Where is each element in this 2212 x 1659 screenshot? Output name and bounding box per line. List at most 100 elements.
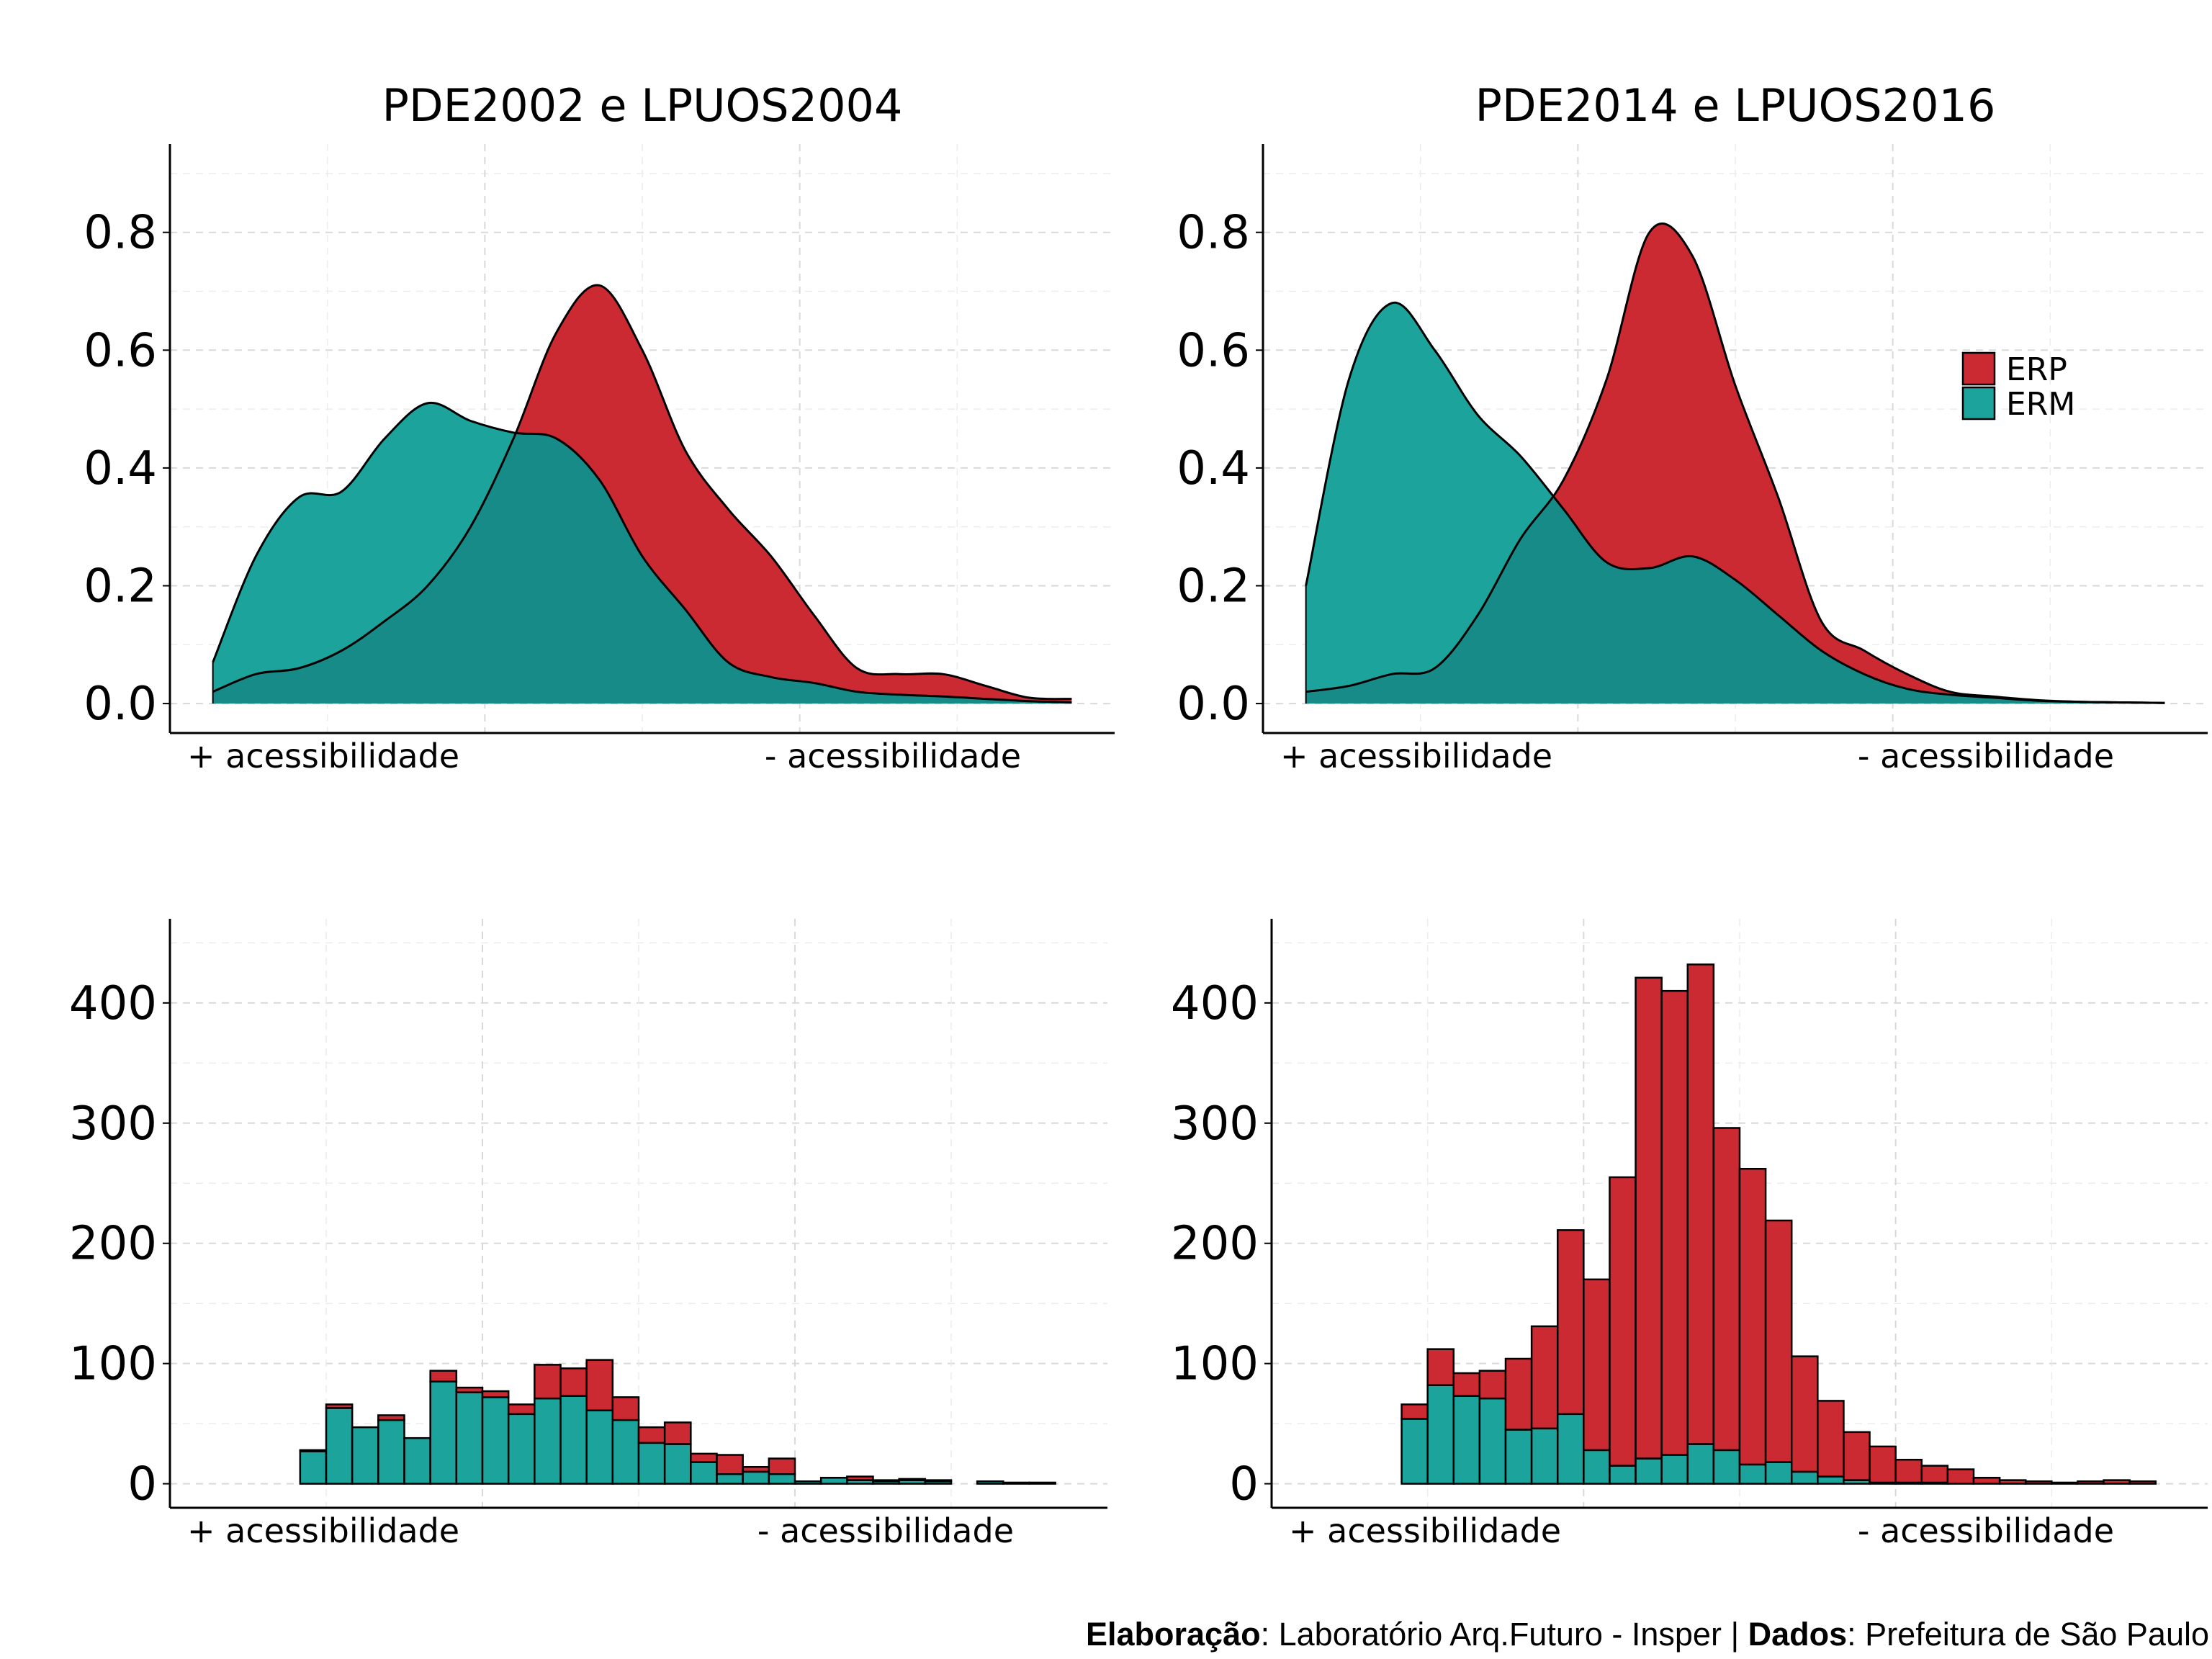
bottom-right-bar-erp-28 — [2128, 1480, 2157, 1485]
bottom-right-bar-erm-7 — [1583, 1449, 1611, 1485]
bottom-left-bar-erp-24 — [924, 1479, 953, 1483]
bottom-right-bar-erm-10 — [1660, 1454, 1689, 1485]
top-left-ytick-label: 0.8 — [84, 207, 157, 260]
bottom-right-bar-erp-7 — [1583, 1278, 1611, 1452]
bottom-right-bar-erp-0 — [1401, 1403, 1429, 1420]
legend-label-erm: ERM — [2006, 386, 2075, 423]
bottom-left-bar-erp-23 — [898, 1478, 927, 1481]
caption: Elaboração: Laboratório Arq.Futuro - Ins… — [1086, 1616, 2209, 1653]
bottom-right-bar-erp-6 — [1556, 1229, 1585, 1416]
bottom-right-panel: 0 100 200 300 400 + acessibilidade - acessibil… — [1171, 919, 2208, 1550]
top-right-area-overlap — [1305, 302, 2165, 704]
bottom-left-bar-erm-18 — [768, 1473, 796, 1485]
bottom-left-bar-erm-9 — [534, 1397, 562, 1485]
bottom-right-bar-erp-22 — [1972, 1477, 2001, 1485]
bottom-left-bar-erm-19 — [793, 1480, 822, 1485]
bottom-right-ytick-label: 300 — [1171, 1097, 1259, 1151]
bottom-right-bar-erp-5 — [1530, 1325, 1559, 1430]
bottom-right-bar-erm-3 — [1478, 1397, 1507, 1485]
bottom-left-bar-erm-20 — [819, 1477, 848, 1485]
bottom-left-ytick-label: 200 — [69, 1218, 157, 1271]
bottom-left-ytick-label: 300 — [69, 1097, 157, 1151]
bottom-left-bar-erp-18 — [768, 1457, 796, 1475]
top-left-xlabel-right: - acessibilidade — [765, 737, 1021, 775]
bottom-left-bar-erp-1 — [325, 1403, 354, 1409]
caption-label-dados: Dados — [1748, 1616, 1848, 1653]
bottom-right-bar-erm-14 — [1764, 1461, 1793, 1485]
top-left-panel: 0.0 0.2 0.4 0.6 0.8 PDE2002 e LPUOS2004 + aces… — [84, 79, 1115, 775]
bottom-left-bar-erm-4 — [403, 1437, 431, 1485]
bottom-right-bar-erp-26 — [2077, 1480, 2105, 1485]
top-left-xlabel-left: + acessibilidade — [187, 737, 459, 775]
bottom-right-bar-erm-11 — [1686, 1443, 1715, 1485]
bottom-left-xlabel-left: + acessibilidade — [187, 1511, 459, 1550]
bottom-right-bar-erm-1 — [1426, 1384, 1455, 1485]
bottom-right-bar-erp-13 — [1738, 1167, 1767, 1466]
bottom-left-bar-erm-0 — [299, 1450, 328, 1485]
bottom-right-ytick-label: 200 — [1171, 1218, 1259, 1271]
legend-label-erp: ERP — [2006, 351, 2067, 388]
bottom-right-bar-erm-2 — [1452, 1395, 1481, 1485]
bottom-right-bar-erp-19 — [1894, 1458, 1923, 1484]
bottom-left-bar-erp-22 — [872, 1479, 900, 1483]
bottom-left-bar-erm-1 — [325, 1407, 354, 1485]
bottom-right-bar-erp-23 — [1998, 1479, 2027, 1485]
top-right-ytick-label: 0.4 — [1177, 442, 1250, 495]
top-right-xlabel-left: + acessibilidade — [1280, 737, 1552, 775]
bottom-right-bar-erp-21 — [1946, 1468, 1975, 1485]
bottom-right-bar-erp-16 — [1817, 1400, 1845, 1478]
bottom-right-bar-erm-13 — [1738, 1463, 1767, 1485]
bottom-left-bar-erp-16 — [716, 1454, 744, 1475]
top-right-ytick-label: 0.6 — [1177, 324, 1250, 377]
bottom-right-ytick-label: 100 — [1171, 1338, 1259, 1391]
bottom-right-bar-erm-4 — [1504, 1429, 1533, 1485]
top-left-line-erp — [212, 284, 1072, 701]
bottom-left-ytick-label: 100 — [69, 1338, 157, 1391]
bottom-right-bar-erp-18 — [1869, 1445, 1897, 1484]
bottom-left-bar-erm-2 — [351, 1426, 379, 1485]
bottom-left-bar-erp-15 — [690, 1452, 718, 1463]
bottom-left-bar-erp-14 — [663, 1421, 692, 1445]
bottom-right-bar-erp-2 — [1452, 1372, 1481, 1397]
bottom-right-xlabel-right: - acessibilidade — [1858, 1511, 2114, 1550]
bottom-right-bar-erp-20 — [1920, 1465, 1949, 1484]
bottom-right-bar-erm-16 — [1817, 1475, 1845, 1485]
bottom-left-bar-erp-0 — [299, 1449, 328, 1452]
bottom-left-bar-erp-21 — [846, 1475, 874, 1481]
bottom-right-bar-erp-12 — [1712, 1127, 1741, 1452]
top-left-title: PDE2002 e LPUOS2004 — [382, 79, 903, 132]
bottom-right-ytick-label: 400 — [1171, 977, 1259, 1030]
bottom-right-bar-erp-11 — [1686, 963, 1715, 1445]
bottom-left-bar-erm-7 — [481, 1396, 510, 1485]
legend-swatch-erm — [1961, 386, 1996, 421]
bottom-left-ytick-label: 400 — [69, 977, 157, 1030]
bottom-left-bar-erp-7 — [481, 1390, 510, 1398]
bottom-right-bar-erp-27 — [2103, 1479, 2131, 1485]
legend-swatch-erp — [1961, 351, 1996, 386]
bottom-left-ytick-label: 0 — [127, 1458, 157, 1511]
top-left-ytick-label: 0.4 — [84, 442, 157, 495]
bottom-right-bar-erm-15 — [1790, 1470, 1819, 1485]
bottom-right-bar-erp-8 — [1609, 1176, 1637, 1467]
bottom-right-bar-erm-0 — [1401, 1418, 1429, 1485]
caption-text-elaboracao: : Laboratório Arq.Futuro - Insper | — [1260, 1616, 1748, 1653]
bottom-right-bar-erp-15 — [1790, 1355, 1819, 1473]
bottom-left-bar-erm-8 — [507, 1413, 536, 1485]
bottom-right-bar-erm-6 — [1556, 1413, 1585, 1485]
bottom-left-bar-erm-14 — [663, 1443, 692, 1485]
bottom-left-bar-erm-16 — [716, 1473, 744, 1485]
bottom-left-bar-erm-17 — [742, 1470, 770, 1485]
caption-text-dados: : Prefeitura de São Paulo — [1847, 1616, 2209, 1653]
bottom-right-bar-erp-14 — [1764, 1219, 1793, 1463]
bottom-left-bar-erp-12 — [611, 1396, 640, 1421]
bottom-left-bar-erm-15 — [690, 1461, 718, 1485]
bottom-left-bar-erp-11 — [585, 1359, 614, 1412]
top-right-ytick-label: 0.8 — [1177, 207, 1250, 260]
bottom-right-xlabel-left: + acessibilidade — [1289, 1511, 1561, 1550]
bottom-left-panel: 0 100 200 300 400 + acessibilidade - acessibil… — [69, 919, 1107, 1550]
bottom-left-bar-erm-12 — [611, 1419, 640, 1485]
top-right-ytick-label: 0.2 — [1177, 560, 1250, 613]
bottom-left-bar-erm-5 — [429, 1380, 458, 1485]
